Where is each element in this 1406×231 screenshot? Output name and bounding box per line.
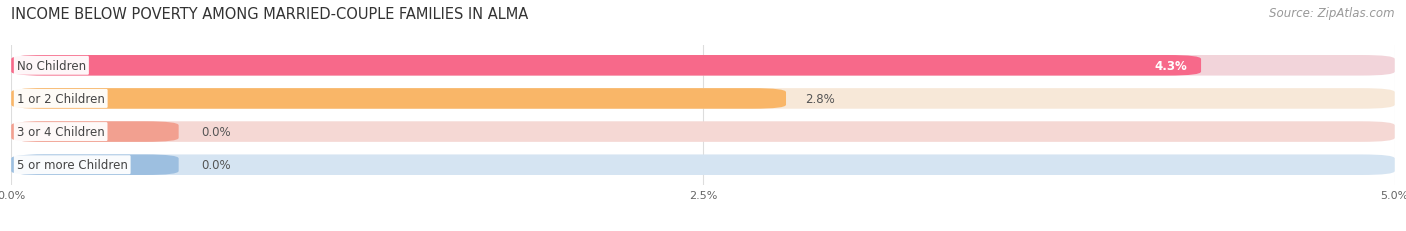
Text: 5 or more Children: 5 or more Children [17, 158, 128, 171]
FancyBboxPatch shape [11, 155, 1395, 175]
FancyBboxPatch shape [11, 122, 1395, 142]
Text: 3 or 4 Children: 3 or 4 Children [17, 125, 104, 138]
Text: 2.8%: 2.8% [806, 93, 835, 106]
FancyBboxPatch shape [11, 155, 179, 175]
FancyBboxPatch shape [11, 56, 1395, 76]
Text: Source: ZipAtlas.com: Source: ZipAtlas.com [1270, 7, 1395, 20]
FancyBboxPatch shape [11, 56, 1201, 76]
Text: 1 or 2 Children: 1 or 2 Children [17, 93, 104, 106]
FancyBboxPatch shape [11, 89, 786, 109]
FancyBboxPatch shape [11, 122, 179, 142]
FancyBboxPatch shape [11, 89, 1395, 109]
Text: 0.0%: 0.0% [201, 158, 231, 171]
Text: INCOME BELOW POVERTY AMONG MARRIED-COUPLE FAMILIES IN ALMA: INCOME BELOW POVERTY AMONG MARRIED-COUPL… [11, 7, 529, 22]
Text: No Children: No Children [17, 60, 86, 73]
Text: 4.3%: 4.3% [1154, 60, 1187, 73]
Text: 0.0%: 0.0% [201, 125, 231, 138]
